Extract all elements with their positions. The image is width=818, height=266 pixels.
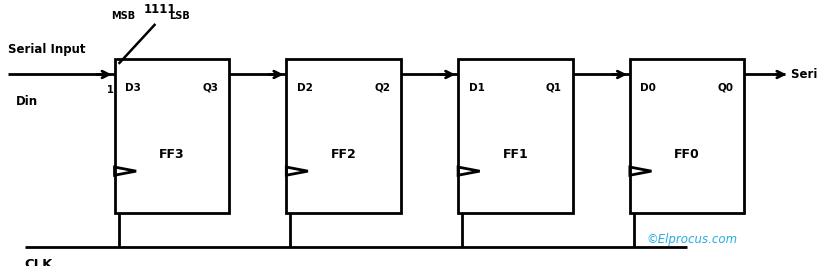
Text: 1111: 1111 <box>143 3 176 16</box>
Text: FF2: FF2 <box>330 148 357 161</box>
Text: D1: D1 <box>469 83 484 93</box>
Text: D2: D2 <box>297 83 312 93</box>
Text: 1: 1 <box>107 85 114 95</box>
Text: LSB: LSB <box>169 11 191 21</box>
Text: MSB: MSB <box>110 11 135 21</box>
Text: FF1: FF1 <box>502 148 528 161</box>
Text: Q2: Q2 <box>374 83 390 93</box>
Text: Q0: Q0 <box>717 83 734 93</box>
Text: Serial Output: Serial Output <box>791 68 818 81</box>
Bar <box>458 59 573 213</box>
Text: FF3: FF3 <box>159 148 185 161</box>
Text: Q3: Q3 <box>202 83 218 93</box>
Text: Q1: Q1 <box>546 83 562 93</box>
Text: Serial Input: Serial Input <box>8 43 86 56</box>
Text: D0: D0 <box>640 83 656 93</box>
Text: FF0: FF0 <box>674 148 700 161</box>
Bar <box>630 59 744 213</box>
Text: D3: D3 <box>125 83 141 93</box>
Bar <box>115 59 229 213</box>
Text: Din: Din <box>16 95 38 107</box>
Bar <box>286 59 401 213</box>
Text: ©Elprocus.com: ©Elprocus.com <box>646 233 737 246</box>
Text: CLK: CLK <box>25 258 53 266</box>
